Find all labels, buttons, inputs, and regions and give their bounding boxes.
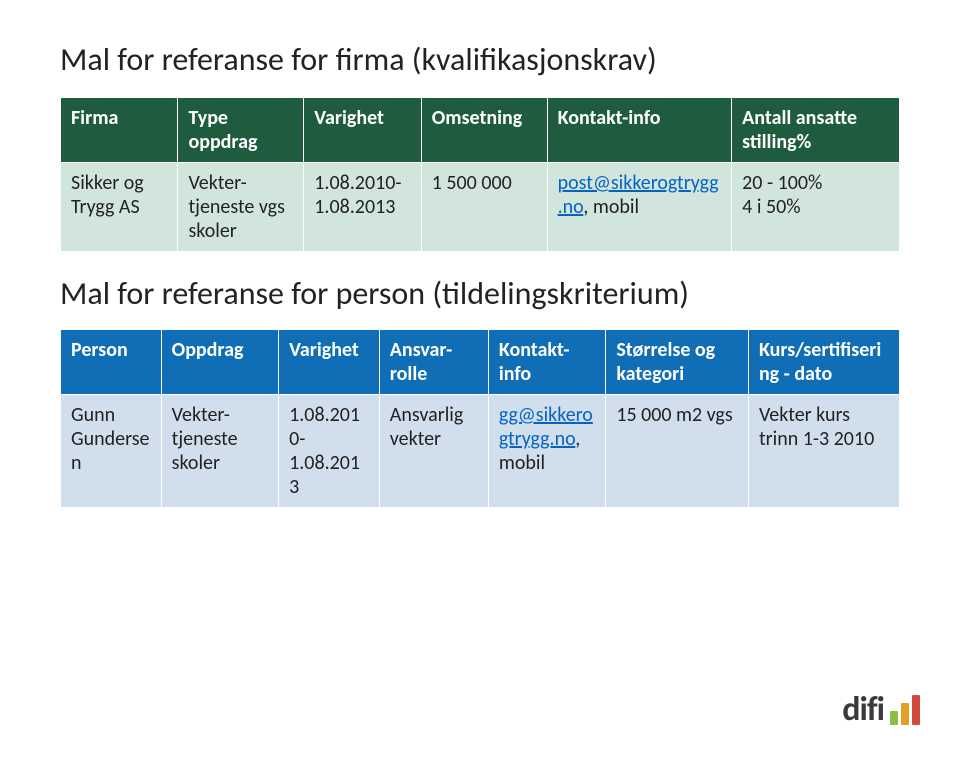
table-cell: Vekter-tjeneste vgs skoler	[178, 163, 304, 252]
t2-col-header: Kontakt-info	[488, 330, 605, 395]
t2-col-header: Kurs/sertifisering - dato	[748, 330, 899, 395]
table-row: Gunn GundersenVekter-tjeneste skoler1.08…	[61, 395, 900, 508]
person-table: PersonOppdragVarighetAnsvar-rolleKontakt…	[60, 329, 900, 508]
t1-col-header: Kontakt-info	[547, 98, 732, 163]
t2-header-row: PersonOppdragVarighetAnsvar-rolleKontakt…	[61, 330, 900, 395]
t2-col-header: Størrelse og kategori	[606, 330, 749, 395]
firma-table: FirmaType oppdragVarighetOmsetningKontak…	[60, 97, 900, 252]
t1-body: Sikker og Trygg ASVekter-tjeneste vgs sk…	[61, 163, 900, 252]
logo-bar	[912, 695, 920, 725]
page: Mal for referanse for firma (kvalifikasj…	[0, 0, 960, 757]
t1-col-header: Varighet	[304, 98, 421, 163]
difi-logo: difi	[842, 693, 920, 727]
table-cell: Gunn Gundersen	[61, 395, 162, 508]
t2-col-header: Oppdrag	[161, 330, 278, 395]
table-cell: Vekter kurs trinn 1-3 2010	[748, 395, 899, 508]
logo-bar	[890, 711, 898, 725]
t2-col-header: Person	[61, 330, 162, 395]
table-cell: Vekter-tjeneste skoler	[161, 395, 278, 508]
page-title: Mal for referanse for firma (kvalifikasj…	[60, 40, 900, 79]
t1-col-header: Omsetning	[421, 98, 547, 163]
t2-col-header: Ansvar-rolle	[379, 330, 488, 395]
table-cell: gg@sikkerogtrygg.no, mobil	[488, 395, 605, 508]
table-cell: post@sikkerogtrygg.no, mobil	[547, 163, 732, 252]
logo-text: difi	[842, 693, 884, 727]
table-cell: 15 000 m2 vgs	[606, 395, 749, 508]
t1-col-header: Antall ansatte stilling%	[732, 98, 900, 163]
contact-suffix: , mobil	[583, 195, 639, 219]
table-row: Sikker og Trygg ASVekter-tjeneste vgs sk…	[61, 163, 900, 252]
table-cell: 1 500 000	[421, 163, 547, 252]
logo-bar	[901, 703, 909, 725]
table-cell: 20 - 100% 4 i 50%	[732, 163, 900, 252]
t2-body: Gunn GundersenVekter-tjeneste skoler1.08…	[61, 395, 900, 508]
t1-col-header: Firma	[61, 98, 178, 163]
table-cell: 1.08.2010-1.08.2013	[279, 395, 380, 508]
table-cell: 1.08.2010-1.08.2013	[304, 163, 421, 252]
logo-bars	[890, 695, 920, 727]
t1-col-header: Type oppdrag	[178, 98, 304, 163]
t1-header-row: FirmaType oppdragVarighetOmsetningKontak…	[61, 98, 900, 163]
table-cell: Ansvarlig vekter	[379, 395, 488, 508]
table-cell: Sikker og Trygg AS	[61, 163, 178, 252]
page-subtitle: Mal for referanse for person (tildelings…	[60, 274, 900, 313]
t2-col-header: Varighet	[279, 330, 380, 395]
